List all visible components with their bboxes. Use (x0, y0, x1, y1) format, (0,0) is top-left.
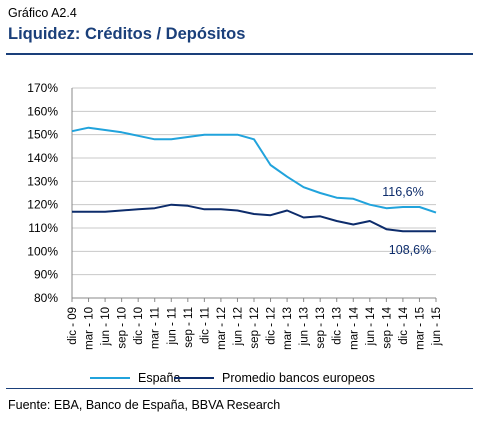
x-tick-label: dic - 13 (332, 307, 344, 345)
title-underline (6, 53, 473, 55)
x-tick-label: dic - 12 (266, 307, 278, 345)
x-tick-label: jun - 14 (365, 306, 377, 346)
annotation-europe-last: 108,6% (389, 243, 431, 257)
x-tick-label: dic - 09 (67, 307, 79, 345)
x-tick-label: sep - 12 (249, 307, 261, 349)
x-tick-label: jun - 12 (232, 307, 244, 346)
chart-title: Liquidez: Créditos / Depósitos (8, 25, 246, 43)
x-tick-label: dic - 10 (133, 307, 145, 345)
legend-item-europe-label: Promedio bancos europeos (222, 371, 375, 385)
x-tick-label: mar - 10 (84, 307, 96, 350)
y-tick-label: 90% (34, 268, 58, 282)
x-tick-label: dic - 11 (199, 307, 211, 344)
x-tick-label: jun - 15 (431, 307, 443, 346)
line-chart: 80% 90% 100% 110% 120% 130% 140% 150% 160% 170% di… (27, 81, 443, 385)
y-tick-label: 150% (27, 128, 58, 142)
y-tick-label: 110% (28, 221, 58, 235)
source-note: Fuente: EBA, Banco de España, BBVA Resea… (8, 398, 281, 412)
y-tick-label: 130% (27, 174, 58, 188)
x-tick-label: jun - 10 (100, 307, 112, 346)
x-tick-label: dic - 14 (398, 306, 410, 344)
series-line-espana (71, 126, 437, 214)
y-tick-label: 120% (27, 198, 58, 212)
chart-number-label: Gráfico A2.4 (8, 6, 77, 20)
source-divider (6, 388, 473, 389)
y-tick-label: 100% (27, 244, 58, 258)
annotation-espana-last: 116,6% (382, 185, 423, 199)
x-tick-label: mar - 15 (414, 307, 426, 350)
x-tick-label: sep - 14 (381, 306, 393, 348)
x-tick-label: jun - 13 (299, 307, 311, 346)
x-tick-label: sep - 11 (183, 307, 195, 348)
x-tick-label: mar - 12 (216, 307, 228, 350)
y-tick-label: 170% (27, 81, 58, 95)
y-tick-label: 140% (27, 151, 58, 165)
series-line-europe (72, 203, 436, 233)
x-tick-label: sep - 10 (117, 307, 129, 349)
y-tick-label: 80% (34, 291, 58, 305)
x-tick-label: mar - 14 (348, 306, 360, 349)
x-tick-label: mar - 11 (150, 307, 162, 349)
legend-item-espana-label: España (138, 371, 180, 385)
x-tick-label: mar - 13 (282, 307, 294, 350)
y-tick-label: 160% (27, 104, 58, 118)
x-tick-label: sep - 13 (315, 307, 327, 349)
x-tick-label: jun - 11 (166, 307, 178, 346)
